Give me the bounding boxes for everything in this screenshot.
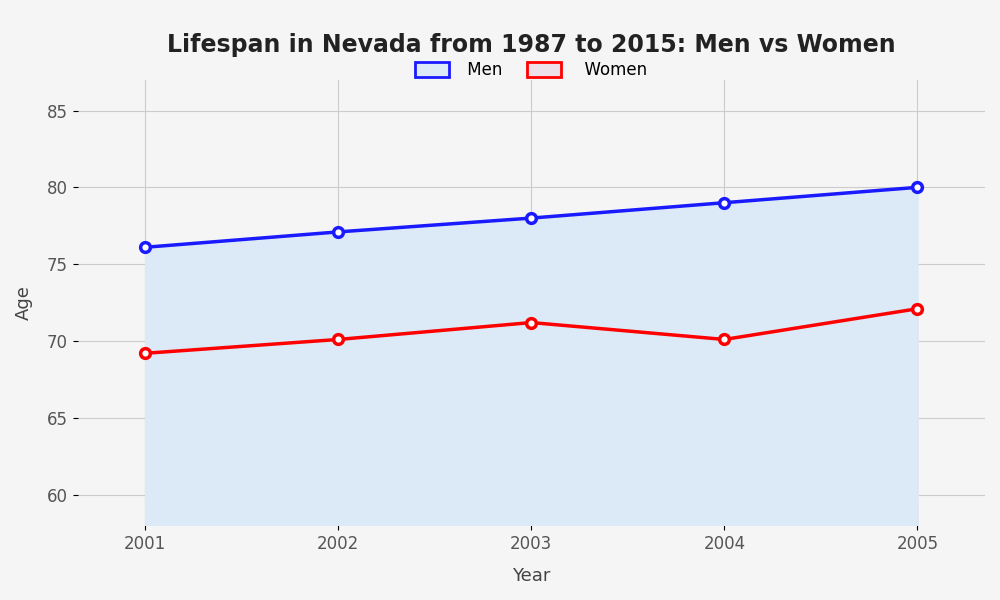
Legend:  Men,   Women: Men, Women <box>407 52 656 87</box>
X-axis label: Year: Year <box>512 567 550 585</box>
Y-axis label: Age: Age <box>15 285 33 320</box>
Title: Lifespan in Nevada from 1987 to 2015: Men vs Women: Lifespan in Nevada from 1987 to 2015: Me… <box>167 33 896 57</box>
